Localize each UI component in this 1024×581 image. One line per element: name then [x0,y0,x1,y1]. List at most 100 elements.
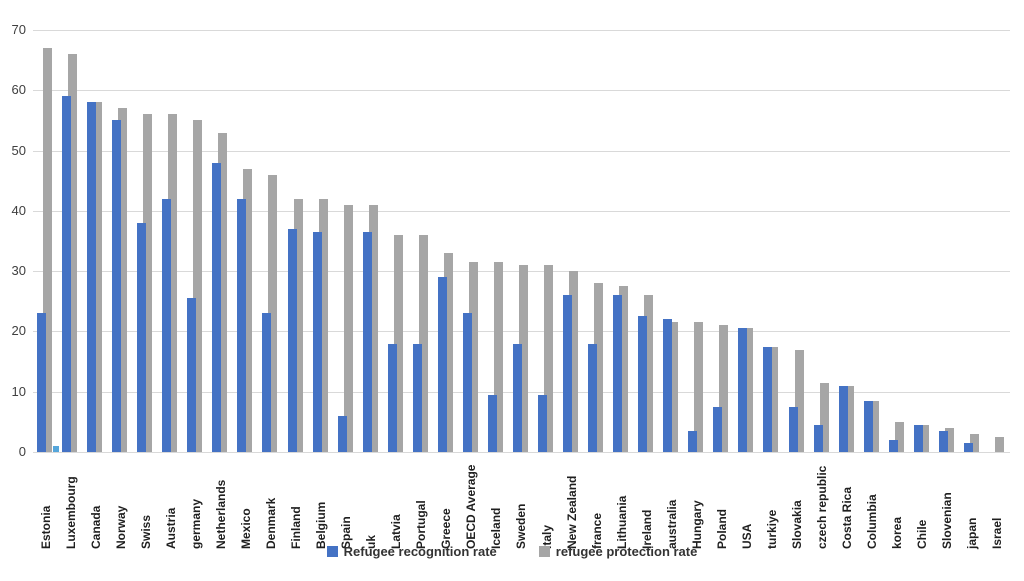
x-axis-label-wrap: Swiss [133,459,158,549]
x-axis-label: Columbia [865,494,880,549]
bar-refugee-protection-rate [493,262,503,452]
bar-group: USA [734,30,759,549]
legend-label: Refugee recognition rate [343,544,497,559]
y-axis-tick: 70 [11,22,26,37]
bar-group: Denmark [258,30,283,549]
bar-refugee-recognition-rate [112,120,122,452]
x-axis-label-wrap: Greece [434,459,459,549]
x-axis-label: Luxembourg [63,476,78,549]
bar-refugee-recognition-rate [37,313,46,452]
bar-group: Poland [709,30,734,549]
x-axis-label: Denmark [263,497,278,549]
x-axis-label: japan [965,517,980,549]
bar-refugee-recognition-rate [663,319,673,452]
bar-refugee-protection-rate [243,168,253,452]
x-axis-label-wrap: Norway [108,459,133,549]
bar-refugee-recognition-rate [487,394,497,452]
bar-group: Luxembourg [58,30,83,549]
bar-group: Hungary [684,30,709,549]
bar-group: Mexico [233,30,258,549]
bar-refugee-protection-rate [468,262,478,452]
x-axis-label-wrap: Latvia [384,459,409,549]
bar-refugee-recognition-rate [813,424,823,452]
x-axis-label: Austria [163,507,178,549]
x-axis-label: australia [664,499,679,549]
bar-refugee-protection-rate [343,204,353,452]
bar-refugee-protection-rate [919,424,929,452]
gridline [33,452,1010,453]
x-axis-label-wrap: france [584,459,609,549]
bar-group: OECD Average [459,30,484,549]
bar-group: Norway [108,30,133,549]
x-axis-label-wrap: OECD Average [459,459,484,549]
y-axis-tick: 60 [11,82,26,98]
x-axis-label: Netherlands [213,479,228,549]
y-axis-tick: 40 [11,202,26,218]
x-axis-label-wrap: turkiye [759,459,784,549]
x-axis-label: USA [739,523,754,549]
bar-refugee-recognition-rate [87,102,97,452]
x-axis-label: Canada [88,505,103,549]
bar-refugee-protection-rate [544,265,554,452]
x-axis-label: Portugal [414,500,429,549]
bar-refugee-protection-rate [844,385,854,452]
bar-group: japan [960,30,985,549]
bar-group: Slovenian [935,30,960,549]
x-axis-label-wrap: Belgium [309,459,334,549]
bar-group: Ireland [634,30,659,549]
x-axis-label-wrap: Estonia [33,459,58,549]
x-axis-label-wrap: Ireland [634,459,659,549]
bar-group: france [584,30,609,549]
bar-group: Swiss [133,30,158,549]
bar-refugee-recognition-rate [963,442,973,452]
bar-refugee-protection-rate [869,400,879,452]
x-axis-label-wrap: germany [183,459,208,549]
x-axis-label: Greece [439,508,454,549]
x-axis-label: korea [890,516,905,549]
x-axis-label: uk [364,534,379,549]
bar-group: Finland [284,30,309,549]
bar-refugee-protection-rate [569,271,579,452]
x-axis-label-wrap: czech republic [810,459,835,549]
x-axis-label: Hungary [689,500,704,549]
x-axis-label: Estonia [38,505,53,549]
bar-refugee-protection-rate [418,234,428,452]
bar-refugee-recognition-rate [412,343,422,452]
x-axis-label-wrap: New Zealand [559,459,584,549]
bar-refugee-protection-rate [118,108,128,452]
x-axis-label-wrap: Iceland [484,459,509,549]
bar-refugee-recognition-rate [462,313,472,452]
x-axis-label: czech republic [815,465,830,549]
bar-group: Israel [985,30,1010,549]
bar-refugee-protection-rate [894,421,904,452]
x-axis-label-wrap: Slovenian [935,459,960,549]
x-axis-label-wrap: japan [960,459,985,549]
bar-refugee-protection-rate [794,349,804,452]
bar-refugee-protection-rate [819,382,829,452]
x-axis-label-wrap: Columbia [860,459,885,549]
bar-refugee-recognition-rate [863,400,873,452]
x-axis-label-wrap: Hungary [684,459,709,549]
bar-refugee-recognition-rate [588,343,598,452]
bar-group: germany [183,30,208,549]
bar-group: Austria [158,30,183,549]
bar-estonia-extra [53,445,59,452]
x-axis-label: Sweden [514,503,529,549]
bar-group: Sweden [509,30,534,549]
bar-refugee-protection-rate [393,234,403,452]
bar-refugee-recognition-rate [688,430,698,452]
bar-refugee-recognition-rate [888,439,898,452]
bar-refugee-protection-rate [744,328,754,452]
bar-refugee-protection-rate [969,433,979,452]
bar-refugee-recognition-rate [212,162,222,452]
x-axis-label-wrap: Spain [334,459,359,549]
x-axis-label: Chile [915,519,930,549]
bar-refugee-recognition-rate [613,295,623,452]
x-axis-label-wrap: Canada [83,459,108,549]
x-axis-label-wrap: uk [359,459,384,549]
x-axis-label-wrap: Italy [534,459,559,549]
gridline [33,210,1010,212]
bar-refugee-recognition-rate [337,415,347,452]
x-axis-label: Mexico [238,508,253,549]
